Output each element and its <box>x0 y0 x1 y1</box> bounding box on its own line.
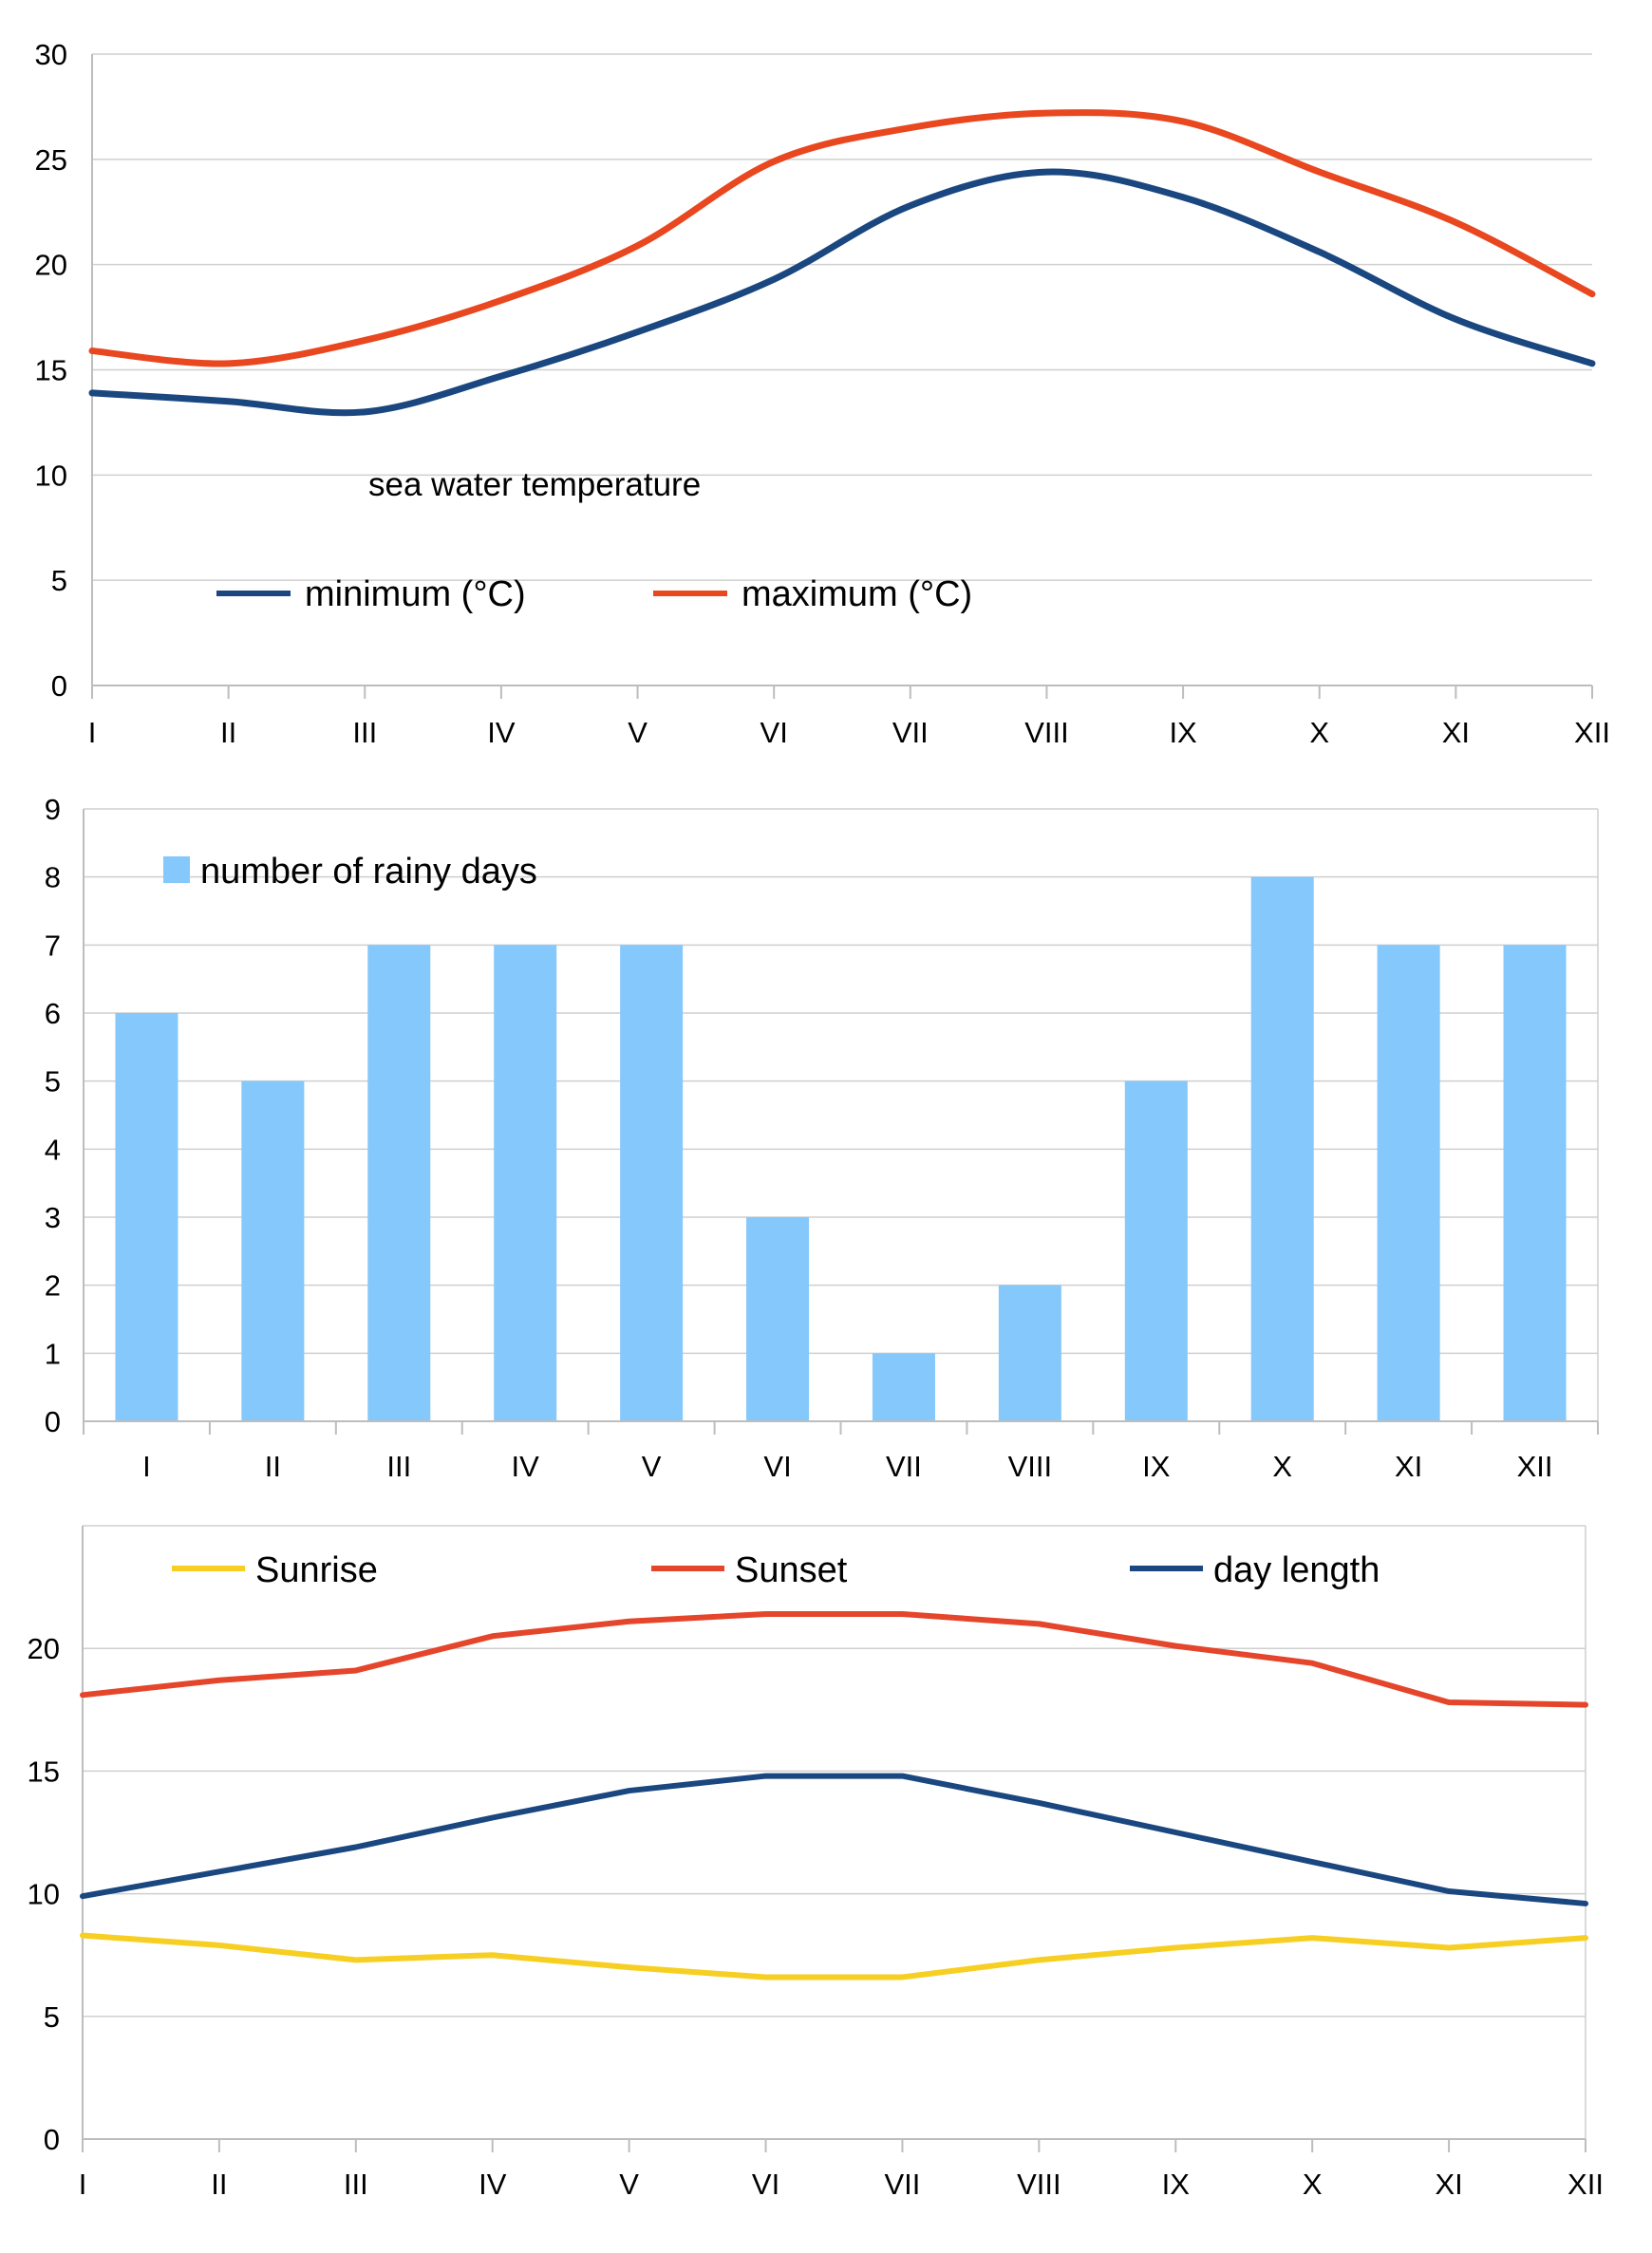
x-tick-label: IV <box>479 2168 507 2201</box>
series-line-minimum <box>88 168 1596 417</box>
x-tick-label: XII <box>1517 1450 1553 1483</box>
x-tick-label: IX <box>1162 2168 1191 2201</box>
legend-label: Sunrise <box>255 1550 378 1590</box>
x-tick-label: XII <box>1568 2168 1604 2201</box>
x-tick-label: X <box>1272 1450 1292 1483</box>
y-tick-label: 10 <box>35 459 67 492</box>
y-tick-label: 5 <box>45 1065 61 1098</box>
bar <box>115 1013 178 1421</box>
y-tick-label: 9 <box>45 793 61 826</box>
y-tick-label: 15 <box>28 1755 60 1788</box>
bar <box>1250 876 1314 1421</box>
y-tick-label: 0 <box>44 2123 60 2156</box>
x-tick-label: V <box>628 716 648 749</box>
legend-label: Sunset <box>735 1550 848 1590</box>
x-tick-label: IX <box>1142 1450 1171 1483</box>
series-line-day-length <box>80 1773 1588 1906</box>
bar <box>494 945 557 1421</box>
x-tick-label: VII <box>892 716 929 749</box>
y-tick-label: 0 <box>45 1405 61 1438</box>
x-tick-label: XII <box>1574 716 1610 749</box>
bar <box>746 1217 810 1421</box>
bar <box>1124 1080 1188 1421</box>
x-tick-label: III <box>352 716 377 749</box>
x-tick-label: XI <box>1435 2168 1462 2201</box>
y-tick-label: 20 <box>28 1632 60 1665</box>
bar <box>998 1285 1061 1421</box>
y-tick-label: 7 <box>45 929 61 962</box>
y-tick-label: 4 <box>45 1133 61 1166</box>
y-tick-label: 20 <box>35 249 67 282</box>
x-tick-label: V <box>642 1450 662 1483</box>
x-tick-label: II <box>220 716 236 749</box>
chart-annotation: sea water temperature <box>368 466 701 503</box>
x-tick-label: VII <box>886 1450 922 1483</box>
legend-swatch <box>163 856 190 883</box>
x-tick-label: VIII <box>1008 1450 1053 1483</box>
y-tick-label: 1 <box>45 1337 61 1370</box>
y-tick-label: 30 <box>35 38 67 71</box>
legend-label: maximum (°C) <box>742 574 972 614</box>
x-tick-label: VII <box>885 2168 921 2201</box>
y-tick-label: 5 <box>44 2000 60 2034</box>
legend-label: minimum (°C) <box>305 574 526 614</box>
y-tick-label: 8 <box>45 861 61 894</box>
y-tick-label: 2 <box>45 1269 61 1303</box>
x-tick-label: I <box>79 2168 87 2201</box>
bar <box>367 945 431 1421</box>
y-tick-label: 0 <box>51 669 67 703</box>
series-line-maximum <box>88 109 1596 367</box>
bar <box>872 1353 935 1421</box>
y-tick-label: 3 <box>45 1201 61 1234</box>
x-tick-label: VIII <box>1024 716 1069 749</box>
y-tick-label: 5 <box>51 564 67 597</box>
x-tick-label: III <box>344 2168 368 2201</box>
x-tick-label: VI <box>763 1450 791 1483</box>
x-tick-label: VIII <box>1017 2168 1061 2201</box>
y-tick-label: 25 <box>35 143 67 177</box>
x-tick-label: III <box>386 1450 411 1483</box>
x-tick-label: IV <box>487 716 516 749</box>
legend-label: number of rainy days <box>200 852 537 892</box>
x-tick-label: XI <box>1442 716 1470 749</box>
x-tick-label: II <box>211 2168 227 2201</box>
bar <box>241 1080 305 1421</box>
y-tick-label: 10 <box>28 1878 60 1911</box>
legend-label: day length <box>1213 1550 1380 1590</box>
x-tick-label: IX <box>1169 716 1197 749</box>
y-tick-label: 6 <box>45 997 61 1030</box>
x-tick-label: XI <box>1395 1450 1422 1483</box>
y-tick-label: 15 <box>35 354 67 387</box>
bar <box>620 945 684 1421</box>
bar <box>1503 945 1567 1421</box>
x-tick-label: X <box>1303 2168 1323 2201</box>
x-tick-label: VI <box>752 2168 779 2201</box>
series-line-sunset <box>80 1611 1588 1708</box>
x-tick-label: II <box>265 1450 281 1483</box>
x-tick-label: I <box>142 1450 151 1483</box>
x-tick-label: I <box>88 716 97 749</box>
x-tick-label: X <box>1309 716 1329 749</box>
x-tick-label: IV <box>512 1450 540 1483</box>
bar <box>1377 945 1440 1421</box>
x-tick-label: VI <box>760 716 788 749</box>
x-tick-label: V <box>619 2168 639 2201</box>
series-line-sunrise <box>80 1932 1588 1981</box>
